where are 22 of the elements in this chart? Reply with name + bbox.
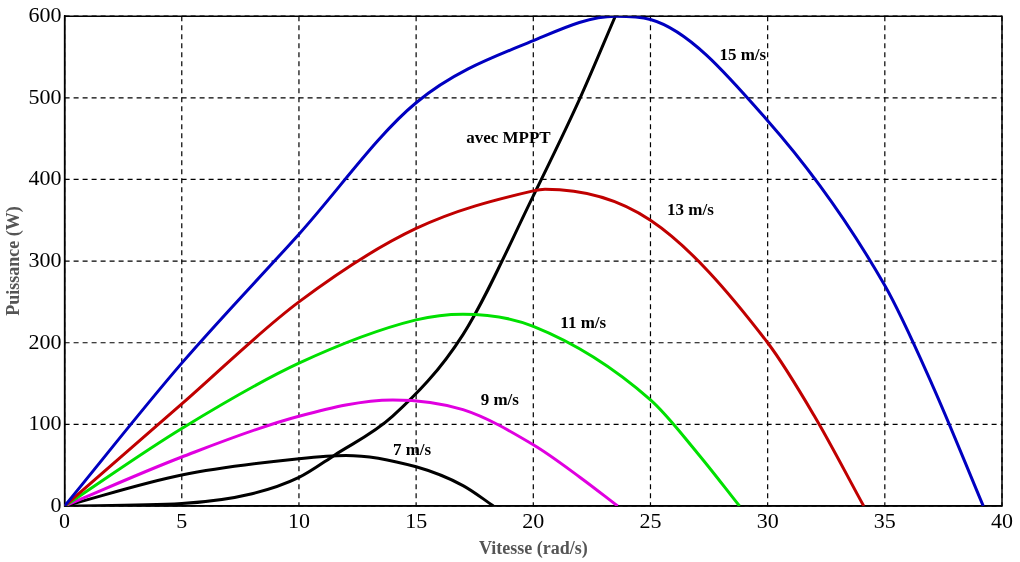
x-tick-label: 30 (756, 507, 779, 533)
x-tick-label: 10 (287, 507, 310, 533)
series-label: 11 m/s (560, 312, 607, 332)
x-tick-label: 15 (405, 507, 428, 533)
x-tick-label: 5 (176, 507, 188, 533)
y-tick-label: 500 (28, 83, 62, 109)
y-tick-label: 200 (28, 328, 62, 354)
y-axis-title: Puissance (W) (3, 206, 25, 316)
series-label: 13 m/s (667, 200, 715, 220)
series-label: 9 m/s (480, 389, 520, 409)
y-tick-label: 600 (28, 1, 62, 27)
y-tick-label: 300 (28, 246, 62, 272)
x-tick-label: 25 (639, 507, 662, 533)
series-label: 15 m/s (719, 44, 767, 64)
x-axis-title: Vitesse (rad/s) (478, 537, 588, 559)
series-label: avec MPPT (466, 128, 552, 148)
x-tick-label: 40 (991, 507, 1013, 533)
x-tick-label: 35 (873, 507, 896, 533)
y-tick-label: 400 (28, 165, 62, 191)
y-tick-label: 100 (28, 410, 62, 436)
series-label: 7 m/s (392, 439, 432, 459)
x-tick-label: 20 (522, 507, 545, 533)
